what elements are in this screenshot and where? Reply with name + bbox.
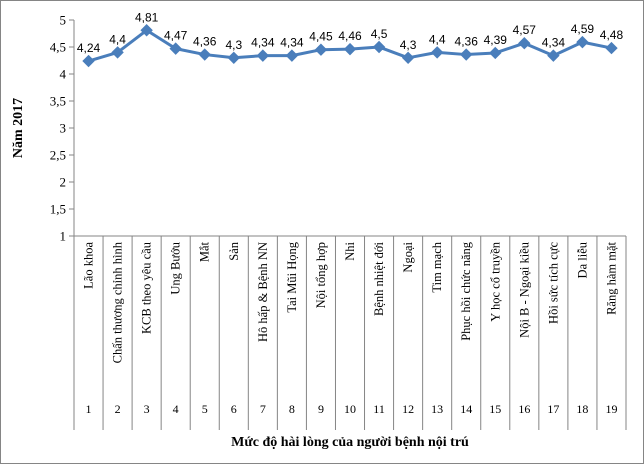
x-category-label: Tai Mũi Họng [285, 241, 299, 312]
x-index-label: 11 [373, 402, 385, 416]
data-value-label: 4,34 [542, 36, 566, 50]
x-category-label: Nội tổng hợp [314, 242, 328, 308]
data-value-label: 4,45 [309, 30, 333, 44]
x-index-label: 16 [518, 402, 530, 416]
y-axis-title: Năm 2017 [11, 98, 26, 158]
y-tick-label: 2 [60, 175, 67, 190]
y-tick-label: 3 [60, 121, 67, 136]
x-category-label: Răng hàm mặt [604, 241, 618, 314]
x-category-label: Lão khoa [82, 242, 96, 289]
x-category-label: Chấn thương chỉnh hình [111, 241, 125, 363]
data-point-marker [489, 46, 502, 60]
data-value-label: 4,59 [571, 22, 595, 36]
y-tick-labels: 1 1,5 2 2,5 3 3,5 4 4,5 5 [50, 13, 74, 244]
x-category-label: Bệnh nhiệt đới [372, 241, 386, 315]
data-point-marker [372, 40, 386, 54]
data-value-label: 4,57 [513, 23, 537, 37]
x-index-label: 1 [86, 402, 92, 416]
x-category-label: Mắt [198, 241, 212, 262]
x-index-label: 18 [576, 402, 588, 416]
x-index-label: 9 [318, 402, 324, 416]
x-index-label: 3 [144, 402, 150, 416]
data-point-marker [111, 46, 124, 59]
data-point-marker [256, 49, 270, 62]
y-tick-label: 1,5 [50, 202, 66, 217]
x-index-label: 12 [402, 402, 414, 416]
x-index-label: 10 [344, 402, 356, 416]
data-point-marker [227, 51, 240, 65]
data-value-label: 4,4 [429, 32, 446, 46]
data-point-marker [547, 49, 560, 62]
data-value-label: 4,48 [600, 28, 624, 42]
category-labels: Lão khoa Chấn thương chỉnh hình KCB theo y… [82, 241, 619, 363]
series-markers [82, 24, 618, 68]
data-value-label: 4,4 [109, 32, 126, 46]
data-value-label: 4,5 [371, 27, 388, 41]
x-index-label: 19 [605, 402, 617, 416]
x-category-label: Sản [227, 241, 241, 261]
y-tick-label: 5 [60, 13, 67, 28]
data-point-marker [430, 46, 444, 59]
data-value-label: 4,34 [251, 36, 275, 50]
y-tick-label: 4 [60, 67, 67, 82]
x-category-label: Ung Bướu [169, 241, 183, 294]
y-tick-label: 2,5 [50, 148, 66, 163]
data-point-marker [605, 41, 618, 55]
data-point-marker [198, 48, 211, 61]
y-tick-label: 4,5 [50, 40, 66, 55]
x-category-label: Tim mạch [430, 241, 444, 292]
x-index-label: 6 [231, 402, 237, 416]
data-labels: 4,24 4,4 4,81 4,47 4,36 4,3 4,34 4,34 4,45 4,46 4,… [77, 10, 624, 55]
data-value-label: 4,36 [193, 35, 217, 49]
x-index-label: 2 [115, 402, 121, 416]
x-index-label: 14 [460, 402, 472, 416]
data-value-label: 4,3 [400, 38, 417, 52]
data-point-marker [285, 49, 299, 62]
data-value-label: 4,47 [164, 29, 188, 43]
data-value-label: 4,36 [455, 35, 479, 49]
data-value-label: 4,81 [135, 10, 159, 24]
x-category-label: Ngoại [401, 241, 415, 272]
x-category-label: Da liễu [575, 241, 589, 278]
y-tick-label: 3,5 [50, 94, 66, 109]
data-value-label: 4,34 [280, 36, 304, 50]
x-index-label: 15 [489, 402, 501, 416]
x-category-label: Hồi sức tích cực [546, 242, 560, 324]
data-point-marker [576, 35, 589, 49]
data-value-label: 4,46 [338, 29, 362, 43]
axes [73, 20, 627, 430]
y-tick-label: 1 [60, 229, 67, 244]
data-point-marker [169, 42, 182, 55]
data-point-marker [82, 54, 95, 68]
x-category-label: KCB theo yêu cầu [140, 241, 154, 334]
x-category-label: Y học cổ truyền [488, 241, 502, 321]
data-point-marker [343, 42, 357, 56]
x-index-label: 7 [260, 402, 266, 416]
data-point-marker [401, 51, 415, 65]
data-point-marker [140, 24, 153, 37]
x-index-label: 17 [547, 402, 559, 416]
x-category-label: Nhi [343, 241, 357, 260]
x-index-label: 13 [431, 402, 443, 416]
x-axis-title: Mức độ hài lòng của người bệnh nội trú [231, 435, 469, 450]
data-value-label: 4,3 [225, 38, 242, 52]
x-index-label: 4 [173, 402, 179, 416]
data-point-marker [314, 43, 328, 56]
x-category-label: Hô hấp & Bệnh NN [256, 242, 270, 342]
x-index-label: 8 [289, 402, 295, 416]
data-point-marker [518, 37, 531, 50]
x-category-label: Phục hồi chức năng [459, 241, 473, 341]
x-index-label: 5 [202, 402, 208, 416]
x-category-label: Nội B - Ngoại kiều [517, 241, 531, 338]
category-index-labels: 1 2 3 4 5 6 7 8 9 10 11 12 13 14 15 16 17 18 19 [86, 402, 618, 416]
data-point-marker [460, 48, 473, 61]
data-value-label: 4,39 [484, 33, 508, 47]
data-value-label: 4,24 [77, 41, 101, 55]
